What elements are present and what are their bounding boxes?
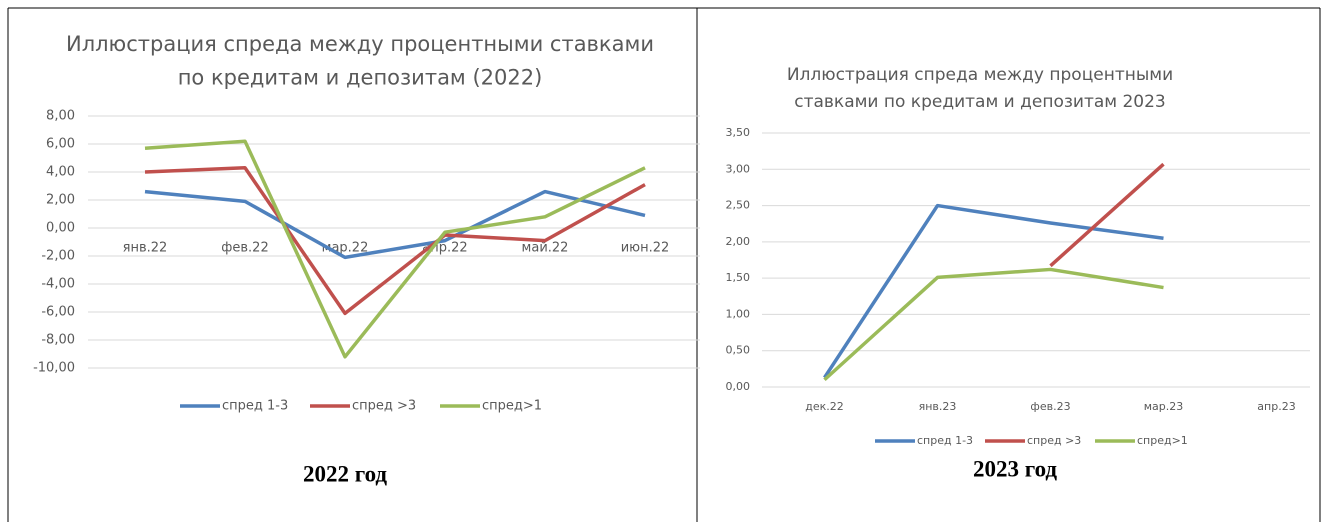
series-line	[823, 203, 1164, 379]
y-tick-label: 0,00	[726, 380, 751, 393]
y-tick-label: 8,00	[46, 109, 75, 124]
x-tick-label: янв.22	[123, 241, 168, 256]
y-tick-label: 2,00	[46, 193, 75, 208]
x-tick-label: май.22	[522, 241, 569, 256]
y-tick-label: 0,50	[726, 344, 751, 357]
series-line	[1049, 162, 1165, 268]
y-tick-label: -8,00	[41, 333, 75, 348]
legend-label: спред 1-3	[917, 434, 973, 447]
y-tick-label: 2,50	[726, 199, 751, 212]
y-tick-label: 3,50	[726, 126, 751, 139]
y-tick-label: 0,00	[46, 221, 75, 236]
x-tick-label: фев.23	[1030, 400, 1070, 413]
caption: 2023 год	[973, 456, 1057, 481]
y-tick-label: 1,50	[726, 271, 751, 284]
legend-label: спред >3	[1027, 434, 1081, 447]
x-tick-label: мар.23	[1144, 400, 1184, 413]
y-tick-label: -10,00	[33, 361, 75, 376]
x-tick-label: дек.22	[805, 400, 844, 413]
series-line	[144, 139, 646, 359]
x-tick-label: июн.22	[621, 241, 670, 256]
x-tick-label: апр.23	[1257, 400, 1295, 413]
legend-label: спред>1	[1137, 434, 1188, 447]
y-tick-label: 3,00	[726, 162, 751, 175]
caption: 2022 год	[303, 461, 387, 486]
y-tick-label: 2,00	[726, 235, 751, 248]
legend-label: спред>1	[482, 399, 542, 414]
legend-label: спред >3	[352, 399, 416, 414]
series-line	[823, 267, 1164, 382]
chart-title: Иллюстрация спреда между процентными ста…	[66, 32, 654, 90]
x-tick-label: янв.23	[919, 400, 957, 413]
y-tick-label: 4,00	[46, 165, 75, 180]
series-line	[144, 189, 646, 260]
y-tick-label: -2,00	[41, 249, 75, 264]
y-tick-label: -4,00	[41, 277, 75, 292]
y-tick-label: 6,00	[46, 137, 75, 152]
legend-label: спред 1-3	[222, 399, 288, 414]
series-line	[144, 166, 646, 316]
x-tick-label: фев.22	[221, 241, 268, 256]
y-tick-label: 1,00	[726, 307, 751, 320]
chart-title: Иллюстрация спреда между процентными став…	[787, 65, 1173, 112]
y-tick-label: -6,00	[41, 305, 75, 320]
